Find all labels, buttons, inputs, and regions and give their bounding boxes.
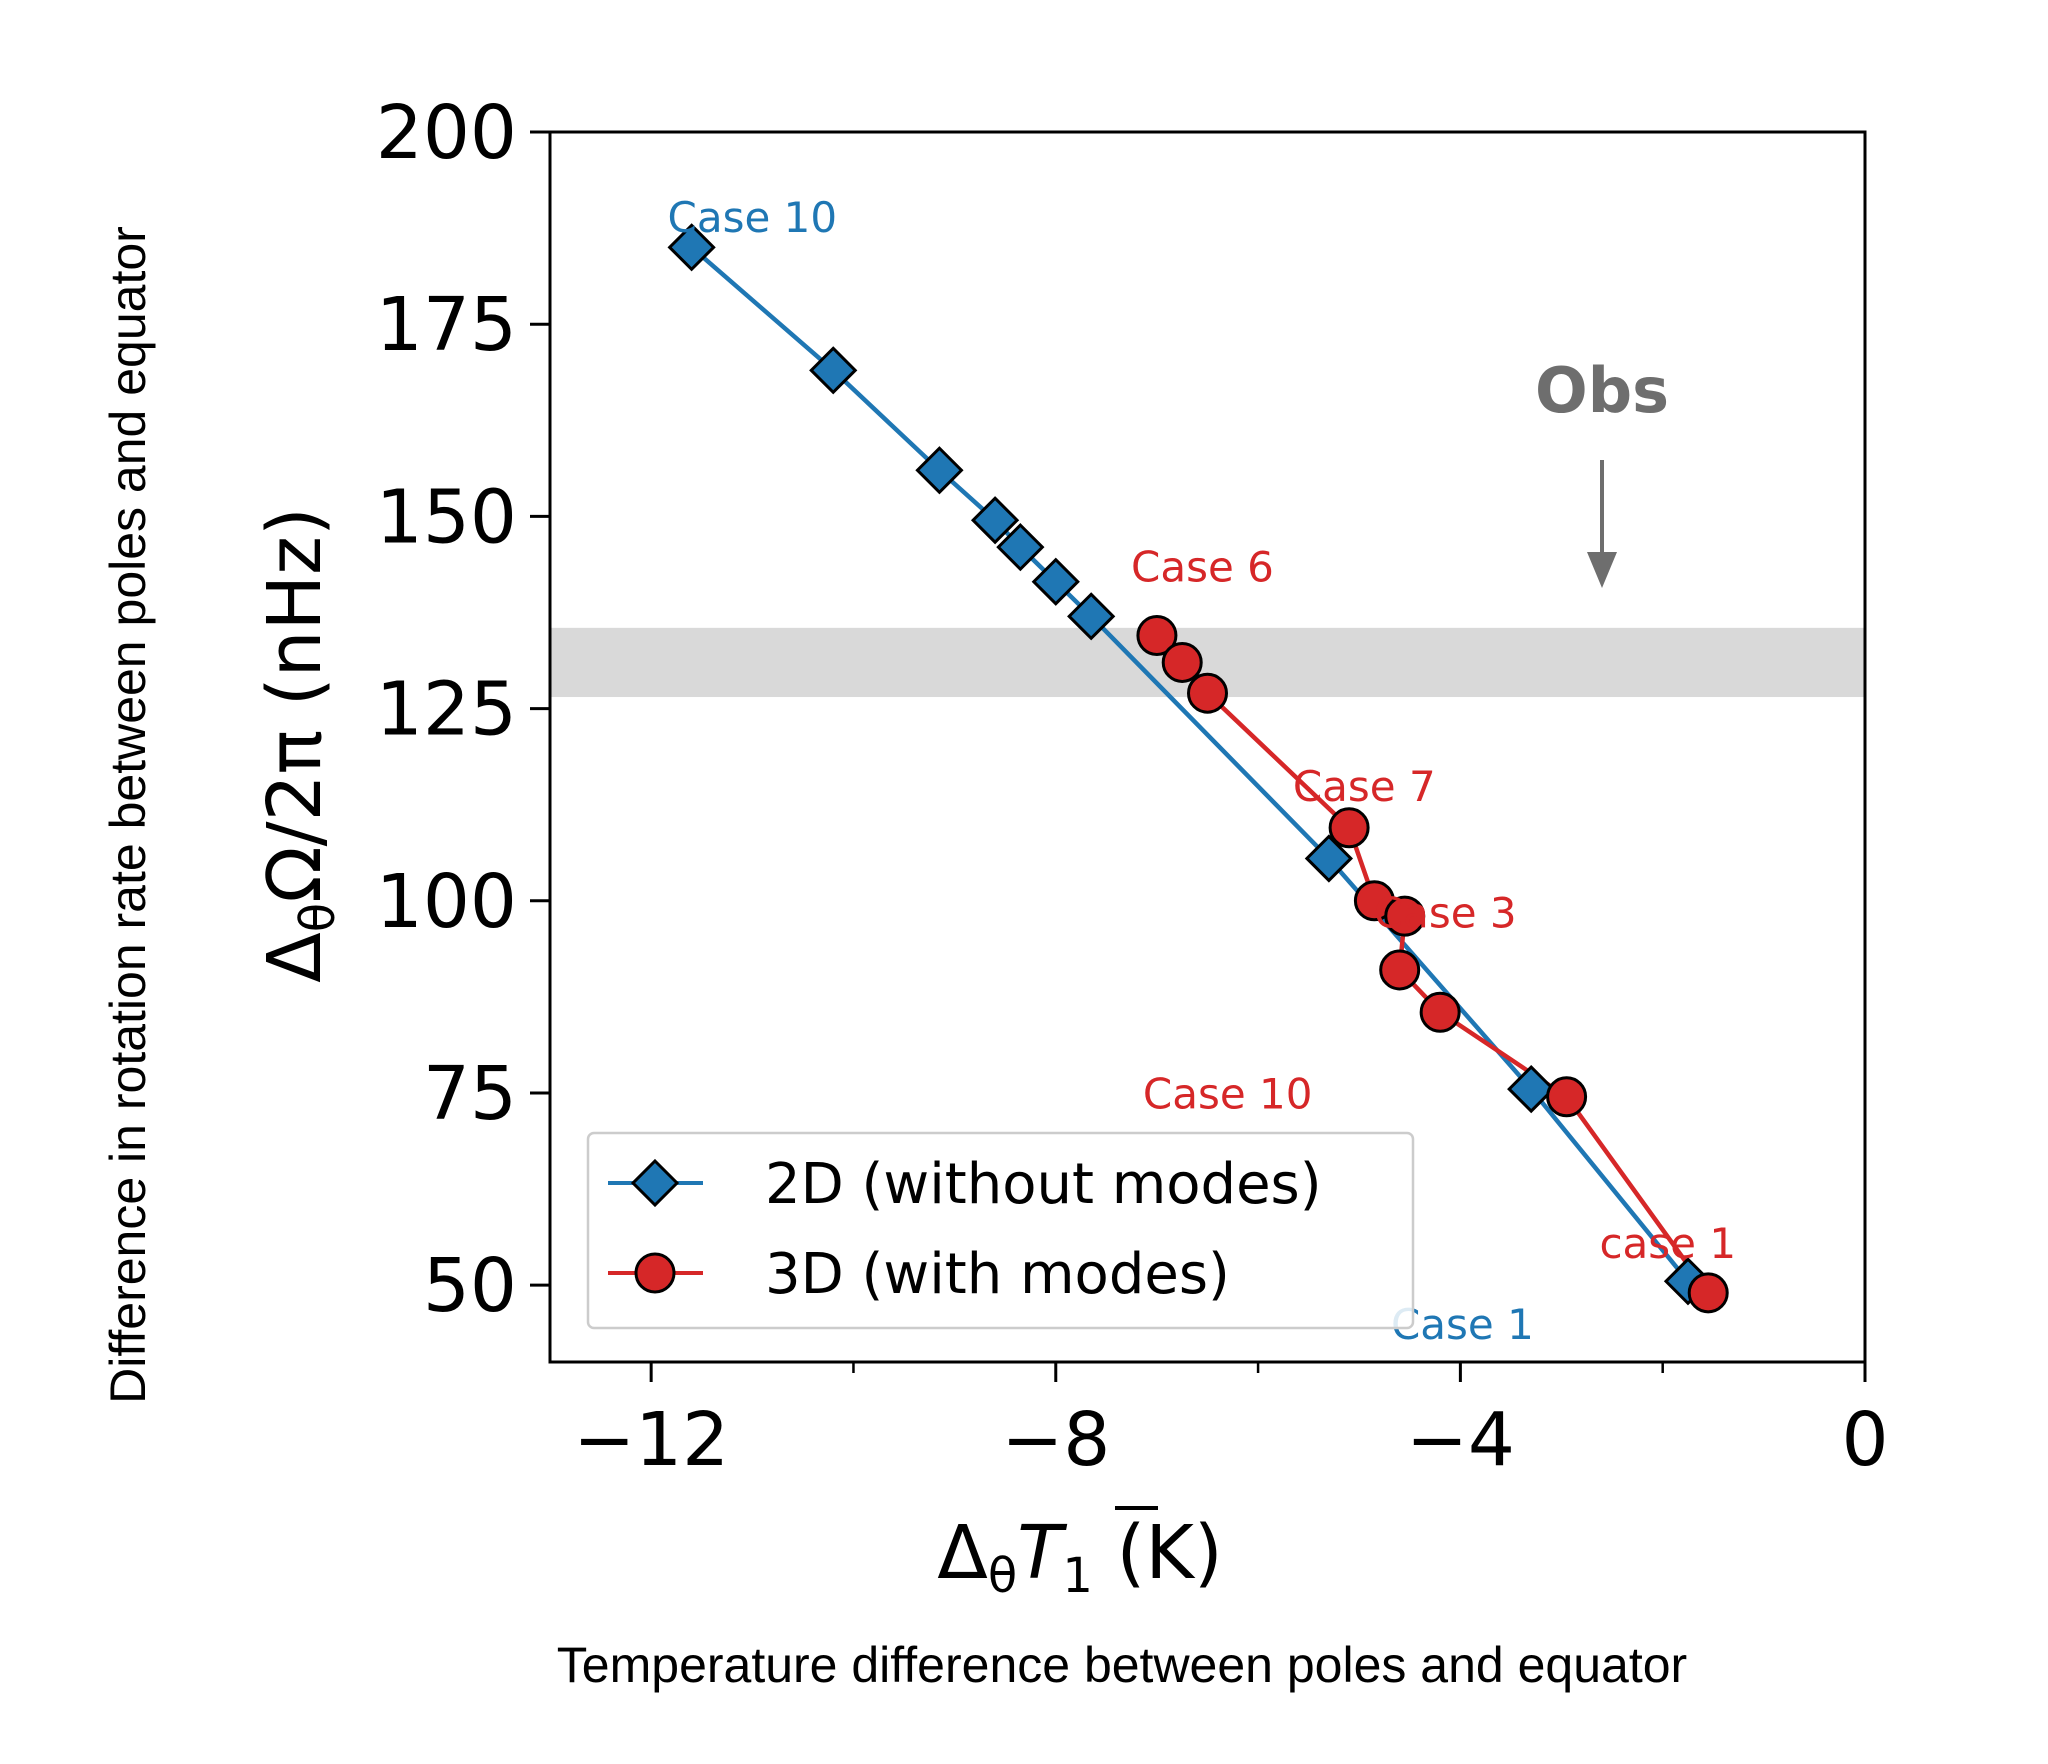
annotation-label: Case 7 <box>1293 762 1436 811</box>
series-0-point <box>1031 557 1080 606</box>
series-layer <box>667 223 1729 1314</box>
plot-frame <box>548 130 1867 1364</box>
series-1-point <box>1384 895 1426 937</box>
y-axis-title: ΔθΩ/2π (nHz) <box>252 507 346 983</box>
series-line-0 <box>690 245 1690 1283</box>
series-1-point <box>1136 615 1178 657</box>
annotation-label: case 1 <box>1599 1219 1736 1268</box>
ticks-layer: −12 −8 −4 0 50 75 100 125 150 175 200 <box>376 90 1889 1483</box>
annotation-label: Case 3 <box>1374 889 1517 938</box>
series-1-point <box>1546 1076 1588 1118</box>
series-1-point <box>1161 641 1203 683</box>
obs-label: Obs <box>1535 354 1669 427</box>
legend-label-2d: 2D (without modes) <box>765 1152 1322 1217</box>
y-tick-label: 150 <box>376 474 517 560</box>
y-tick-label: 175 <box>376 282 517 368</box>
obs-marker: Obs <box>1535 354 1669 588</box>
annotation-label: Case 10 <box>1143 1069 1313 1118</box>
series-0-point <box>1304 834 1354 883</box>
x-axis-title: ΔθT1 (K) <box>937 1510 1223 1604</box>
series-1-point <box>1328 807 1370 849</box>
series-0-point <box>667 223 716 272</box>
y-tick-label: 100 <box>376 859 517 945</box>
series-0-point <box>1067 592 1116 641</box>
annotation-label: Case 6 <box>1131 543 1274 592</box>
series-0-point <box>970 496 1020 545</box>
series-0-point <box>1507 1064 1556 1114</box>
legend-marker-2d <box>630 1158 680 1208</box>
series-0-point <box>915 446 964 495</box>
x-tick-label: −8 <box>1001 1397 1110 1483</box>
obs-arrow-head <box>1587 552 1617 588</box>
x-tick-label: −4 <box>1406 1397 1515 1483</box>
annotations-layer: Case 10 Case 6 Case 7 Case 3 Case 10 case 1 Ca… <box>668 193 1737 1349</box>
legend-label-3d: 3D (with modes) <box>765 1242 1230 1307</box>
series-1-point <box>1419 991 1461 1033</box>
legend-box <box>586 1131 1415 1330</box>
y-axis-caption: Difference in rotation rate between pole… <box>100 226 156 1404</box>
series-1-point <box>1687 1272 1729 1314</box>
y-tick-label: 200 <box>376 90 517 176</box>
y-tick-label: 125 <box>376 667 517 753</box>
series-0-point <box>809 346 858 395</box>
y-tick-label: 75 <box>423 1051 517 1137</box>
annotation-label: Case 1 <box>1391 1300 1534 1349</box>
annotation-label: Case 10 <box>668 193 838 242</box>
legend-marker-3d <box>634 1252 676 1294</box>
x-tick-label: −12 <box>573 1397 729 1483</box>
series-1-point <box>1187 672 1228 714</box>
y-tick-label: 50 <box>423 1243 517 1329</box>
x-tick-label: 0 <box>1841 1397 1888 1483</box>
legend: 2D (without modes) 3D (with modes) <box>586 1131 1415 1330</box>
series-1-point <box>1379 949 1421 991</box>
series-0-point <box>996 523 1045 572</box>
x-axis-caption: Temperature difference between poles and… <box>557 1637 1687 1693</box>
